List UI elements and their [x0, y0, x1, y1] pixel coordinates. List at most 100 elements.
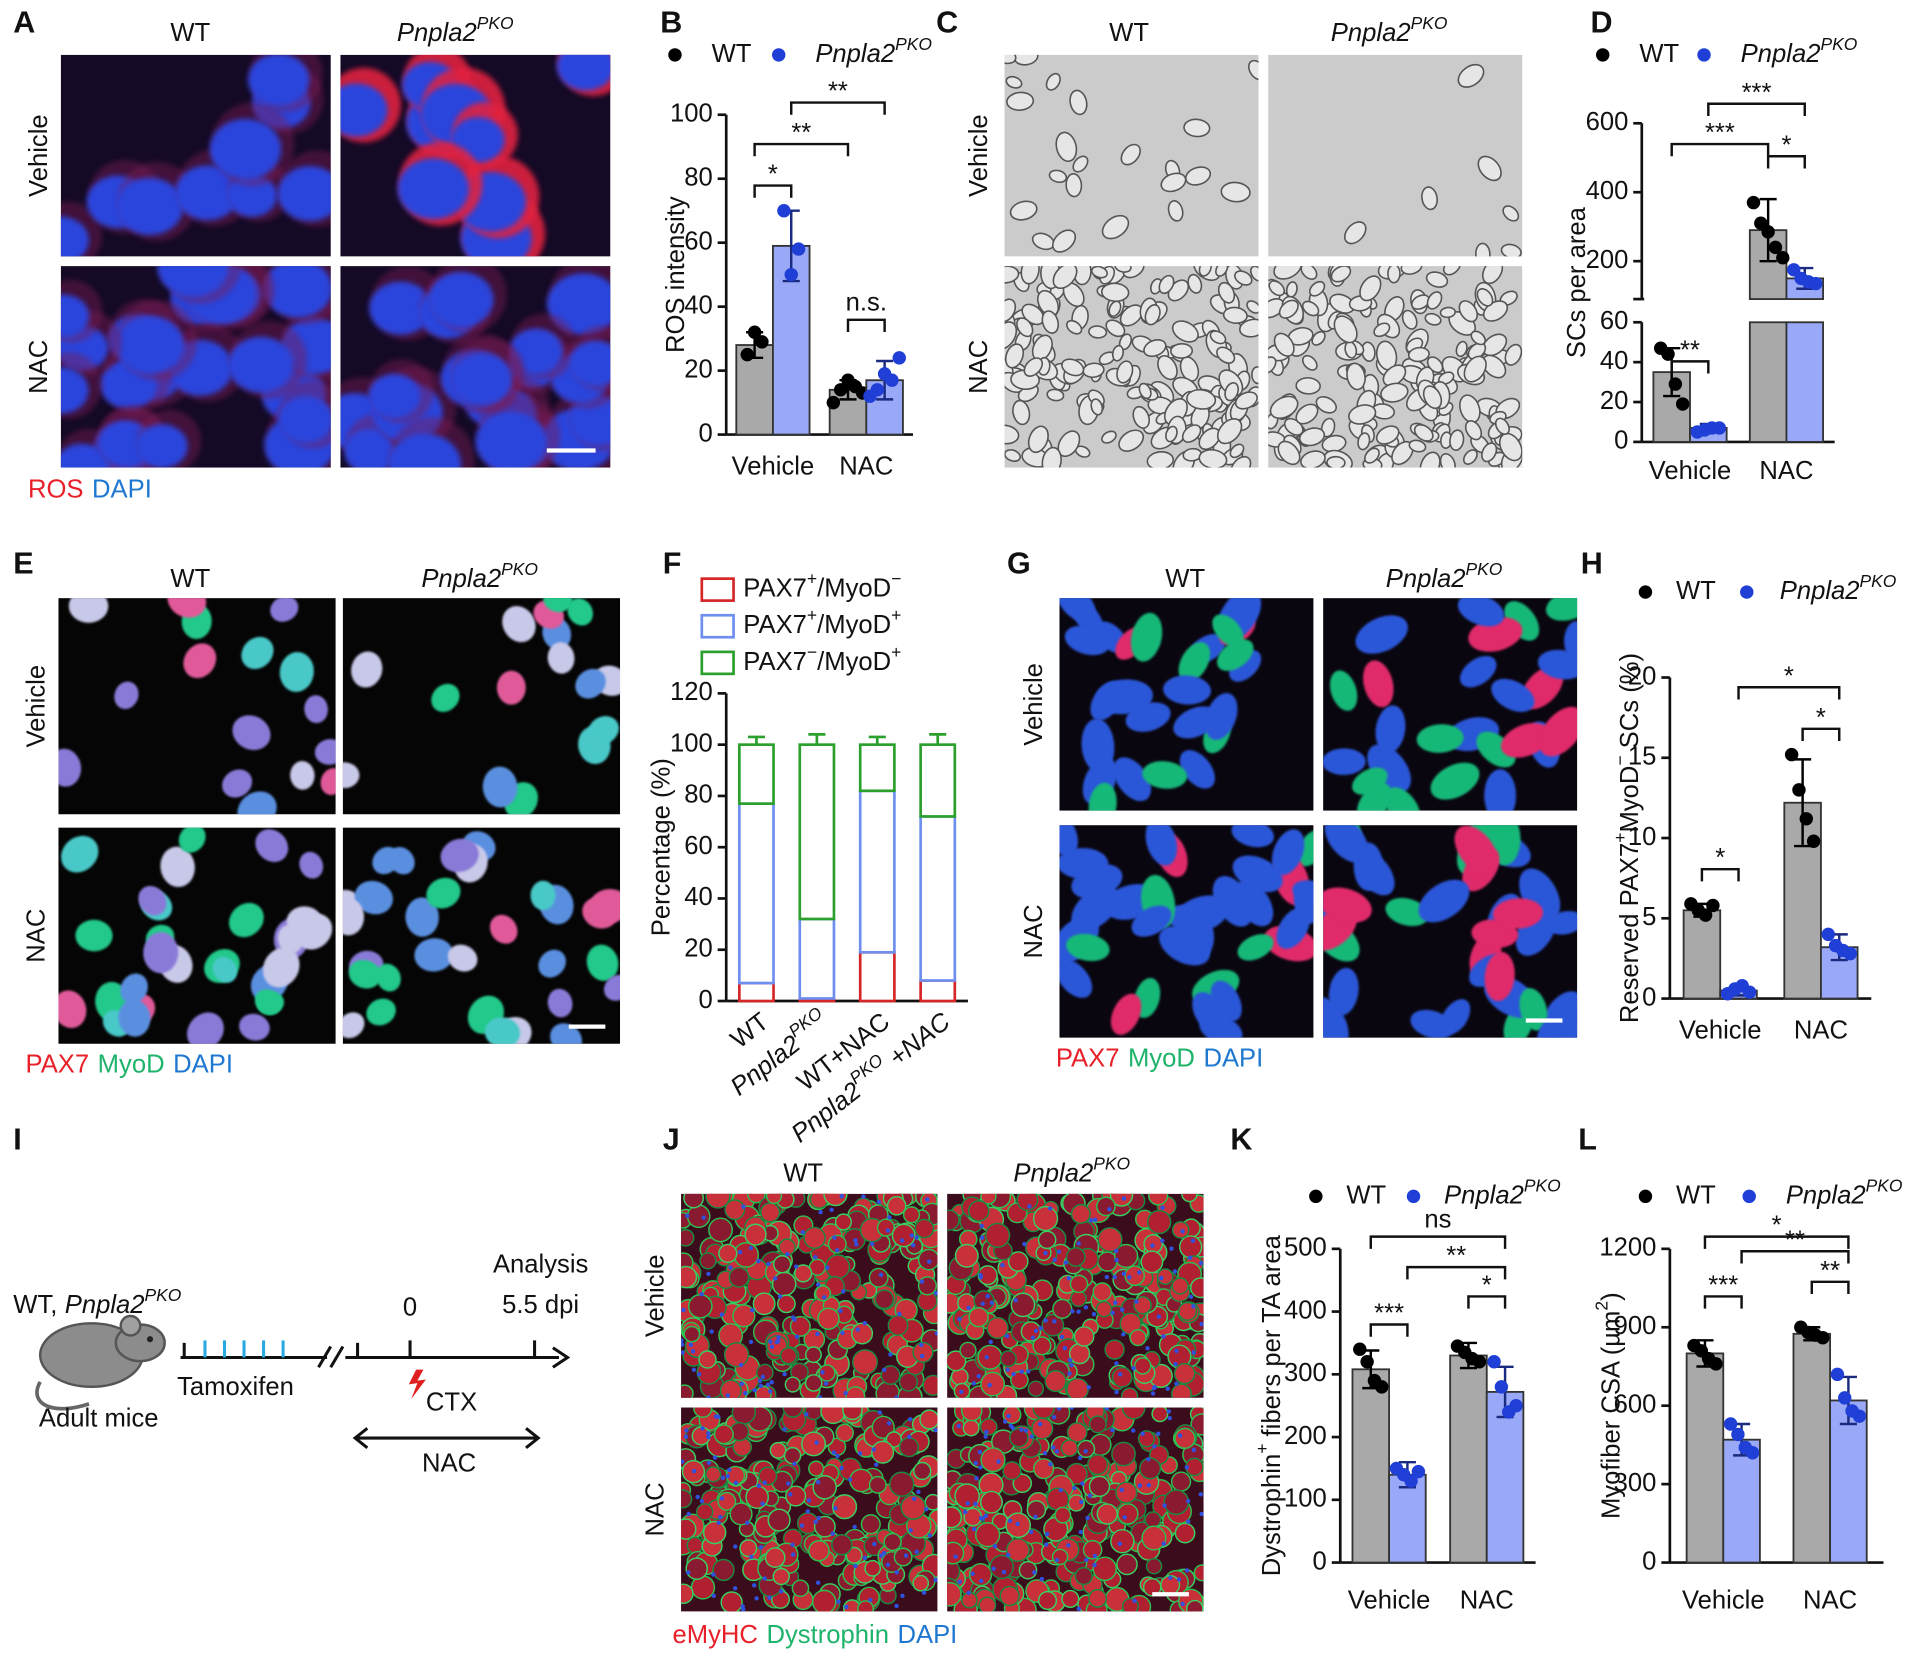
- myofiber: [835, 1423, 854, 1443]
- cells: [58, 598, 336, 815]
- myofiber: [681, 1583, 694, 1604]
- myofiber: [868, 1475, 887, 1494]
- cell: [1426, 356, 1444, 374]
- nucleus: [835, 1453, 840, 1459]
- nucleus: [1174, 1381, 1179, 1386]
- data-point: [784, 267, 798, 282]
- data-point: [1472, 1355, 1487, 1369]
- panel-label: A: [13, 5, 35, 39]
- nucleus: [1059, 959, 1093, 998]
- cell: [1045, 72, 1061, 91]
- nucleus: [228, 902, 264, 938]
- nucleus: [450, 353, 512, 406]
- nucleus: [907, 1417, 913, 1422]
- nucleus: [1198, 1492, 1203, 1497]
- legend-label-part: WT: [1676, 577, 1716, 605]
- column-label-part: Pnpla2: [397, 19, 477, 47]
- micrograph: [340, 54, 611, 257]
- nucleus: [959, 1389, 964, 1394]
- nucleus: [919, 1279, 925, 1284]
- data-point: [1806, 834, 1821, 848]
- data-point: [1745, 1446, 1760, 1460]
- data-point: [1784, 747, 1799, 762]
- legend-dot: [1638, 585, 1653, 599]
- nucleus: [1019, 1427, 1024, 1432]
- myofiber: [1068, 1343, 1091, 1365]
- significance-label: *: [1816, 704, 1826, 732]
- nucleus: [839, 1193, 844, 1199]
- nucleus: [405, 897, 439, 937]
- row-label: NAC: [22, 909, 50, 963]
- myofiber: [947, 1350, 967, 1372]
- nucleus: [914, 1235, 919, 1240]
- myofiber: [719, 1379, 742, 1398]
- y-axis-label-part: ): [1597, 1292, 1625, 1301]
- significance-label: *: [1715, 844, 1725, 872]
- cell: [1027, 425, 1049, 454]
- myofiber: [912, 1574, 930, 1592]
- nucleus: [1027, 1204, 1032, 1209]
- nucleus: [209, 118, 282, 180]
- nucleus: [1110, 1310, 1115, 1316]
- cells: [340, 54, 611, 257]
- cell: [1439, 453, 1456, 468]
- nucleus: [966, 1305, 971, 1310]
- nucleus: [1131, 905, 1172, 937]
- myofiber: [1027, 1380, 1045, 1397]
- micrograph: [1323, 598, 1578, 811]
- myofiber: [686, 1536, 704, 1554]
- cell: [1273, 266, 1303, 280]
- significance-label: n.s.: [846, 289, 887, 317]
- significance-bracket: [1810, 1280, 1850, 1294]
- myofiber: [1171, 1277, 1189, 1295]
- bar: [1388, 1473, 1427, 1564]
- nucleus: [135, 424, 188, 468]
- cell: [1224, 381, 1240, 402]
- nucleus: [979, 1223, 984, 1229]
- nucleus: [886, 1421, 892, 1426]
- stain-name: DAPI: [173, 1050, 233, 1078]
- nucleus: [738, 1362, 744, 1368]
- nucleus: [1001, 1569, 1007, 1575]
- nucleus: [976, 1373, 981, 1379]
- nucleus: [792, 1317, 797, 1322]
- micrograph-bg: [342, 598, 621, 815]
- nucleus: [61, 835, 99, 873]
- bar: [1685, 1352, 1725, 1564]
- nucleus: [720, 1475, 726, 1481]
- nucleus: [1119, 1307, 1125, 1312]
- micrograph: [342, 827, 621, 1044]
- cell: [1160, 172, 1187, 193]
- significance-bracket: [1707, 102, 1806, 116]
- significance-bracket: [1369, 1323, 1409, 1337]
- nucleus: [138, 885, 167, 916]
- nucleus: [1077, 1455, 1083, 1461]
- x-tick-label: NAC: [1460, 1586, 1514, 1614]
- myofiber: [1113, 1243, 1139, 1269]
- y-tick-label: 60: [1600, 307, 1629, 335]
- cell: [1004, 424, 1020, 445]
- myofiber: [1121, 1387, 1139, 1398]
- data-point: [1830, 1367, 1845, 1382]
- nucleus: [1110, 993, 1142, 1035]
- nucleus: [212, 956, 238, 983]
- nucleus: [805, 1509, 811, 1514]
- column-label-part: WT: [170, 19, 210, 47]
- nucleus: [756, 1258, 761, 1264]
- y-tick-label: 60: [684, 227, 713, 255]
- cell: [1348, 404, 1377, 425]
- stain-name: ROS: [28, 476, 84, 504]
- nucleus: [696, 1372, 702, 1377]
- myofiber: [962, 1419, 980, 1437]
- nucleus: [965, 1501, 970, 1506]
- nucleus: [813, 1519, 818, 1525]
- nucleus: [727, 1467, 732, 1473]
- nucleus: [839, 1465, 844, 1471]
- myofiber: [1147, 1209, 1172, 1235]
- cell: [1012, 399, 1031, 426]
- legend-label-part: PKO: [1866, 1175, 1903, 1195]
- nucleus: [1032, 1570, 1037, 1575]
- data-point: [1404, 1474, 1418, 1488]
- y-axis-label-part: Reserved PAX7: [1616, 843, 1644, 1023]
- cells: [1268, 266, 1523, 468]
